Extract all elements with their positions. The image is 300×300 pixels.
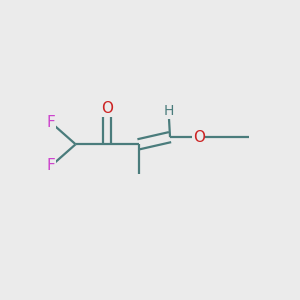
Text: O: O [193, 130, 205, 145]
Text: O: O [101, 101, 113, 116]
Text: F: F [47, 158, 56, 173]
Text: H: H [164, 104, 174, 118]
Text: F: F [47, 115, 56, 130]
